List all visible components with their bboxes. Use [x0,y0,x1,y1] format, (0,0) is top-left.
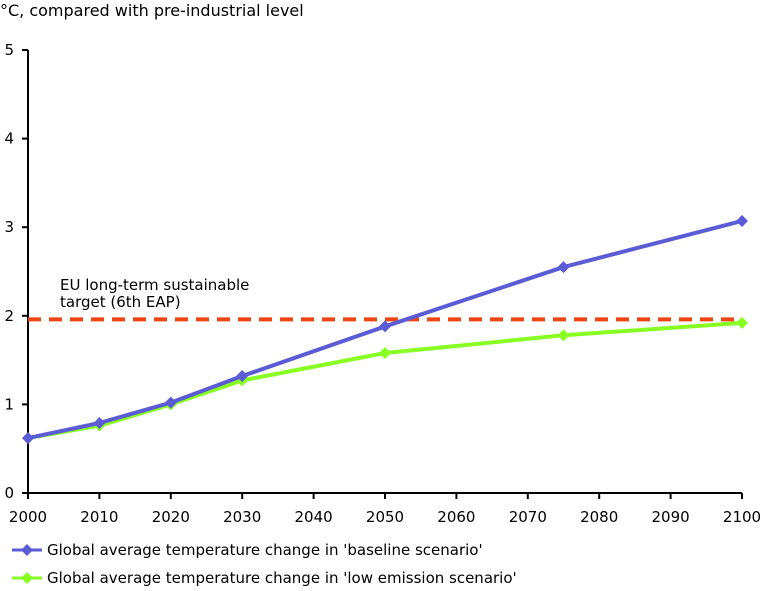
series-line-low-emission [27,320,743,441]
x-tick-label: 2000 [9,508,47,526]
x-tick-label: 2050 [366,508,404,526]
data-point-low-emission [557,329,570,342]
x-tick-label: 2060 [437,508,475,526]
reference-label-line1: EU long-term sustainable [60,276,249,294]
legend-marker-low-emission [21,572,33,584]
x-tick-label: 2100 [723,508,761,526]
series-layer [22,214,748,445]
data-point-baseline [22,432,34,445]
legend-label-low-emission: Global average temperature change in 'lo… [47,569,517,587]
data-point-baseline [557,261,570,274]
x-tick-label: 2010 [80,508,118,526]
data-point-baseline [93,417,106,430]
data-point-low-emission [379,347,391,360]
data-point-baseline [379,320,391,333]
data-point-baseline [164,396,177,409]
x-ticks: 2000 2010 2020 2030 2040 2050 2060 2070 2080 2090… [9,493,761,526]
y-tick-label: 4 [4,130,14,148]
x-tick-label: 2030 [223,508,261,526]
y-ticks: 0 1 2 3 4 5 [4,41,28,502]
reference-line-group: EU long-term sustainable target (6th EAP… [28,276,742,322]
y-axis-label: °C, compared with pre-industrial level [0,1,304,20]
legend-marker-baseline [21,544,33,556]
legend-label-baseline: Global average temperature change in 'ba… [47,541,483,559]
y-tick-label: 3 [4,218,14,236]
data-point-baseline [236,370,249,383]
x-tick-label: 2080 [580,508,618,526]
legend-item-low-emission: Global average temperature change in 'lo… [12,569,517,587]
x-tick-label: 2020 [152,508,190,526]
x-tick-label: 2070 [509,508,547,526]
y-tick-label: 5 [4,41,14,59]
y-tick-label: 0 [4,484,14,502]
x-tick-label: 2090 [652,508,690,526]
axes [27,50,742,494]
legend: Global average temperature change in 'ba… [12,541,517,587]
series-low-emission [22,316,748,445]
legend-item-baseline: Global average temperature change in 'ba… [12,541,483,559]
reference-label-line2: target (6th EAP) [60,293,181,311]
data-point-low-emission [736,316,748,329]
series-baseline [22,214,748,445]
data-point-baseline [736,214,748,227]
x-tick-label: 2040 [295,508,333,526]
y-tick-label: 2 [4,307,14,325]
y-tick-label: 1 [4,395,14,413]
